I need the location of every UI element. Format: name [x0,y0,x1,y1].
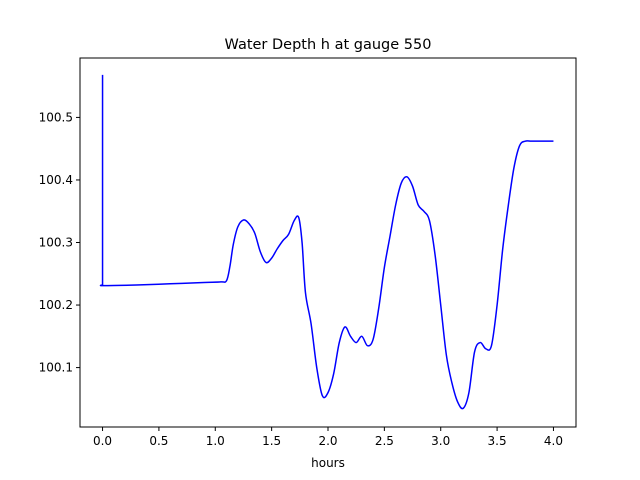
y-axis: 100.1 100.2 100.3 100.4 100.5 [39,110,80,375]
x-tick-label: 1.0 [206,434,225,448]
x-axis: 0.0 0.5 1.0 1.5 2.0 2.5 3.0 3.5 4.0 [93,427,563,448]
y-tick-label: 100.3 [39,236,73,250]
x-tick-label: 3.0 [431,434,450,448]
x-tick-label: 1.5 [262,434,281,448]
x-axis-label: hours [311,456,345,470]
x-tick-label: 2.0 [318,434,337,448]
chart-title: Water Depth h at gauge 550 [225,37,432,53]
y-tick-label: 100.1 [39,361,73,375]
plot-frame [79,57,577,428]
x-tick-label: 4.0 [544,434,563,448]
series-layer [99,74,554,410]
x-tick-label: 0.0 [93,434,112,448]
x-tick-label: 3.5 [488,434,507,448]
y-tick-label: 100.4 [39,173,73,187]
x-tick-label: 2.5 [375,434,394,448]
x-tick-label: 0.5 [149,434,168,448]
y-tick-label: 100.5 [39,110,73,124]
y-tick-label: 100.2 [39,298,73,312]
series-line [99,74,554,410]
